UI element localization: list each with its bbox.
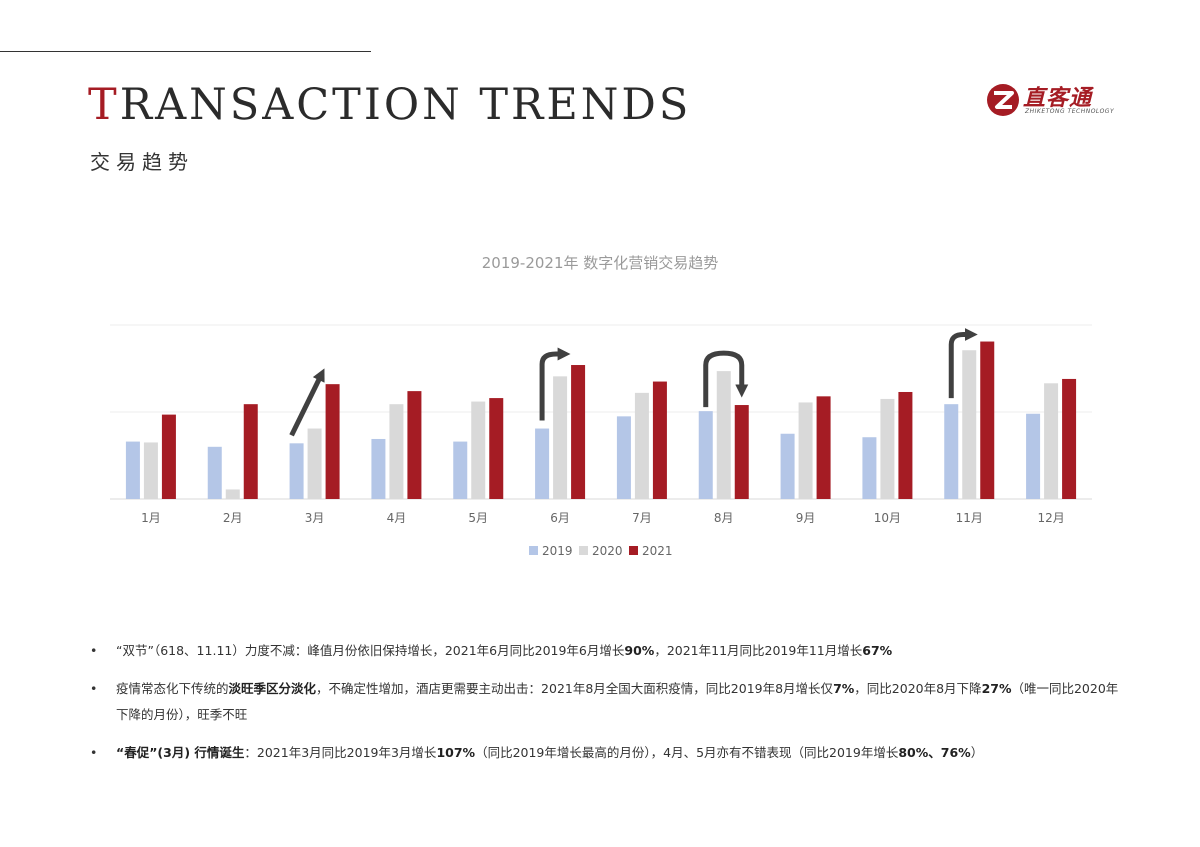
bar-2019-5: [453, 441, 468, 499]
insight-2-text-5: ，同比2020年8月下降: [854, 681, 982, 696]
bar-2019-7: [616, 416, 631, 499]
bullet-dot: •: [90, 745, 98, 760]
bar-2019-6: [535, 428, 550, 499]
bar-2019-10: [862, 437, 877, 499]
bar-2020-2: [225, 489, 240, 499]
insight-3-text-4: （同比2019年增长最高的月份），4月、5月亦有不错表现（同比2019年增长: [475, 745, 899, 760]
bar-2021-4: [407, 391, 422, 499]
bar-2020-8: [716, 371, 731, 499]
insight-2-text-2: 淡旺季区分淡化: [228, 681, 317, 696]
bar-2019-8: [698, 411, 713, 499]
logo-mark-icon: [987, 84, 1019, 116]
x-tick-label-10: 10月: [874, 511, 901, 525]
x-tick-label-2: 2月: [223, 511, 243, 525]
insight-2-text-1: 疫情常态化下传统的: [116, 681, 229, 696]
insight-2-text-7: （唯一同比2020年下降的月份），旺季不旺: [116, 681, 1119, 722]
bar-2019-11: [944, 404, 959, 499]
bar-2021-10: [898, 391, 913, 499]
x-tick-label-6: 6月: [550, 511, 570, 525]
bar-2020-11: [962, 350, 977, 499]
legend-label-2020: 2020: [592, 544, 623, 558]
bar-2020-9: [798, 402, 813, 499]
bar-2020-10: [880, 398, 895, 499]
x-tick-label-9: 9月: [796, 511, 816, 525]
insight-1-text-3: ，2021年11月同比2019年11月增长: [654, 643, 863, 658]
bar-2021-9: [816, 396, 831, 499]
page-title-initial: T: [88, 80, 120, 130]
august-decline-arrow: [703, 350, 749, 408]
june-growth-arrow: [539, 347, 571, 421]
top-rule: [0, 51, 371, 52]
insight-2-text-4: 7%: [833, 681, 855, 696]
bar-2020-4: [389, 404, 404, 499]
insight-item-3: • “春促”(3月) 行情诞生：2021年3月同比2019年3月增长107%（同比…: [88, 740, 1128, 766]
insight-3-text-5: 80%、76%: [898, 745, 971, 760]
bar-2021-6: [571, 365, 586, 499]
bullet-dot: •: [90, 681, 98, 696]
bar-2021-3: [325, 384, 340, 499]
bar-2020-1: [143, 442, 158, 499]
bar-2021-7: [652, 381, 667, 499]
logo-subtext: ZHIKETONG TECHNOLOGY: [1025, 108, 1115, 115]
bar-2020-6: [553, 376, 568, 499]
x-tick-label-8: 8月: [714, 511, 734, 525]
x-tick-label-5: 5月: [468, 511, 488, 525]
november-growth-arrow: [948, 328, 978, 399]
logo-text: 直客通: [1023, 86, 1093, 111]
legend-label-2021: 2021: [642, 544, 673, 558]
bullet-dot: •: [90, 643, 98, 658]
insight-3-text-2: ：2021年3月同比2019年3月增长: [244, 745, 437, 760]
bar-2019-9: [780, 433, 795, 499]
bar-2019-12: [1026, 413, 1041, 499]
company-logo: 直客通 ZHIKETONG TECHNOLOGY: [985, 80, 1115, 120]
bar-2020-5: [471, 401, 486, 499]
x-tick-label-7: 7月: [632, 511, 652, 525]
insight-list: • “双节”（618、11.11）力度不减：峰值月份依旧保持增长，2021年6月同…: [88, 638, 1128, 766]
transaction-trend-chart: 2019-2021年 数字化营销交易趋势 1月 2月 3月 4月 5月 6月 7月 8月 9月 10…: [110, 254, 1092, 558]
march-growth-arrow: [289, 368, 325, 437]
chart-area: 2019-2021年 数字化营销交易趋势 1月 2月 3月 4月 5月 6月 7月 8月 9月 10…: [110, 254, 1092, 558]
x-tick-label-12: 12月: [1037, 511, 1064, 525]
bar-2020-12: [1044, 383, 1059, 499]
insight-1-text-4: 67%: [862, 643, 893, 658]
bar-2021-12: [1062, 378, 1077, 499]
insight-3-text-3: 107%: [436, 745, 476, 760]
page-title-rest: RANSACTION TRENDS: [119, 80, 692, 130]
insight-1-text-1: “双节”（618、11.11）力度不减：峰值月份依旧保持增长，2021年6月同比…: [116, 643, 625, 658]
bar-2021-2: [243, 404, 258, 499]
page-title: TRANSACTION TRENDS: [88, 80, 691, 130]
insight-item-1: • “双节”（618、11.11）力度不减：峰值月份依旧保持增长，2021年6月同…: [88, 638, 1128, 664]
x-tick-label-1: 1月: [141, 511, 161, 525]
x-tick-label-4: 4月: [387, 511, 407, 525]
insight-1-text-2: 90%: [624, 643, 655, 658]
x-tick-label-3: 3月: [305, 511, 325, 525]
page-subtitle: 交易趋势: [90, 150, 194, 174]
bar-2021-11: [980, 341, 995, 499]
legend-swatch-2020: [579, 546, 588, 555]
insight-3-text-1: “春促”(3月) 行情诞生: [116, 745, 245, 760]
bar-2019-2: [207, 446, 222, 499]
bar-2021-8: [734, 405, 749, 499]
bar-2019-4: [371, 438, 386, 499]
bar-2020-7: [634, 392, 649, 499]
legend-label-2019: 2019: [542, 544, 573, 558]
x-tick-label-11: 11月: [956, 511, 983, 525]
insight-2-text-6: 27%: [981, 681, 1012, 696]
bar-2021-5: [489, 398, 504, 499]
insight-3-text-6: ）: [970, 745, 984, 760]
legend-swatch-2021: [629, 546, 638, 555]
legend-swatch-2019: [529, 546, 538, 555]
chart-title: 2019-2021年 数字化营销交易趋势: [482, 254, 719, 272]
bar-2020-3: [307, 428, 322, 499]
bar-2019-3: [289, 443, 304, 499]
bar-2019-1: [125, 441, 140, 499]
insight-2-text-3: ，不确定性增加，酒店更需要主动出击：2021年8月全国大面积疫情，同比2019年…: [316, 681, 834, 696]
bar-2021-1: [161, 414, 176, 499]
insight-item-2: • 疫情常态化下传统的淡旺季区分淡化，不确定性增加，酒店更需要主动出击：2021年…: [88, 676, 1128, 728]
